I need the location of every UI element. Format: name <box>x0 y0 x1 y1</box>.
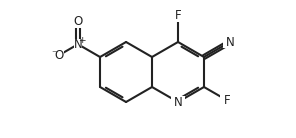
Text: F: F <box>223 94 230 107</box>
FancyBboxPatch shape <box>223 36 237 48</box>
FancyBboxPatch shape <box>74 39 82 49</box>
FancyBboxPatch shape <box>55 50 64 60</box>
FancyBboxPatch shape <box>171 96 185 108</box>
Text: F: F <box>175 9 181 22</box>
Text: +: + <box>78 36 85 45</box>
FancyBboxPatch shape <box>71 16 85 28</box>
Text: N: N <box>226 35 234 48</box>
FancyBboxPatch shape <box>171 10 185 22</box>
Text: O: O <box>73 15 83 28</box>
FancyBboxPatch shape <box>220 94 234 106</box>
Text: O: O <box>55 49 64 62</box>
Text: N: N <box>174 95 182 108</box>
Text: ⁻: ⁻ <box>51 49 57 59</box>
Text: N: N <box>74 38 82 51</box>
